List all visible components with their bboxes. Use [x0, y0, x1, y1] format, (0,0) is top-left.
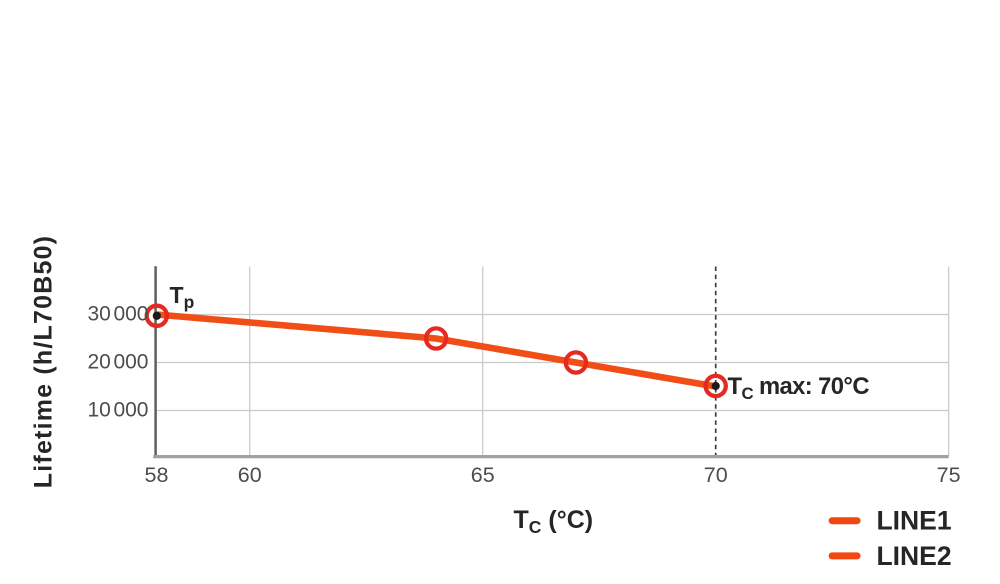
- svg-text:TC (°C): TC (°C): [514, 506, 594, 537]
- svg-text:LINE2: LINE2: [877, 541, 952, 571]
- svg-text:60: 60: [238, 463, 262, 487]
- svg-text:Lifetime (h/L70B50): Lifetime (h/L70B50): [30, 235, 58, 488]
- svg-text:70: 70: [704, 463, 728, 487]
- svg-text:58: 58: [145, 463, 169, 487]
- svg-text:65: 65: [471, 463, 495, 487]
- svg-text:LINE1: LINE1: [877, 506, 952, 536]
- svg-text:75: 75: [937, 463, 961, 487]
- svg-text:TC max: 70°C: TC max: 70°C: [728, 373, 870, 403]
